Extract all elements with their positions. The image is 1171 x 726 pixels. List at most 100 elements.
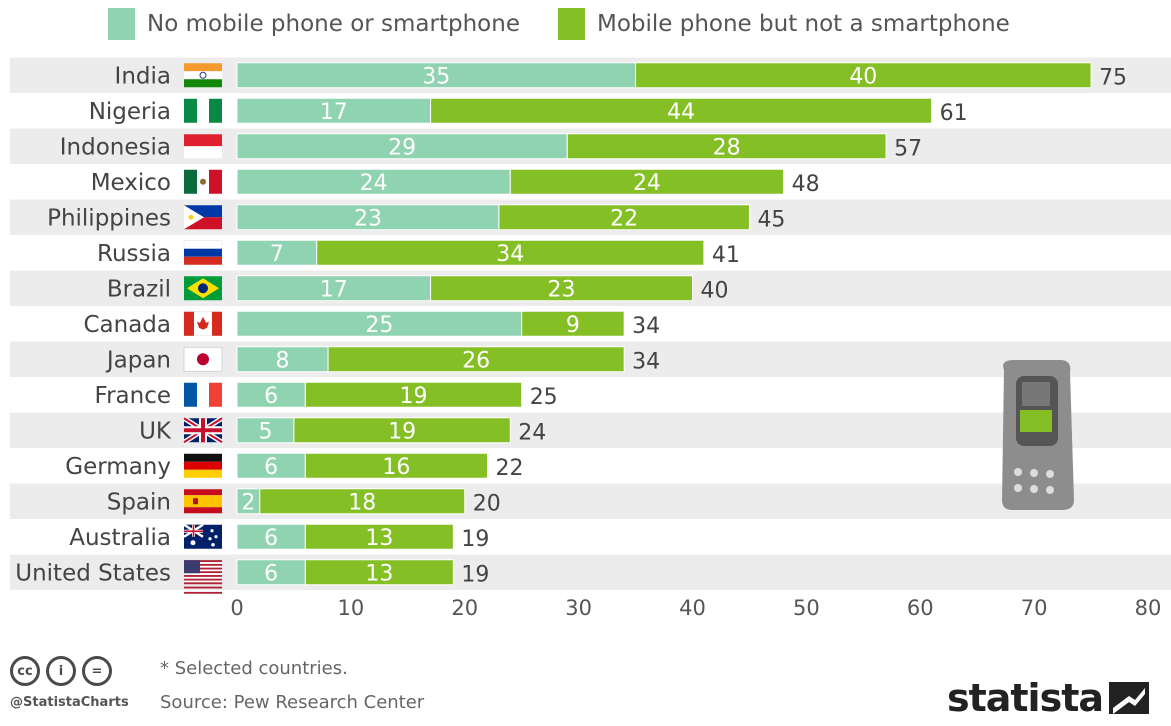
data-label-japan-s0: 8 — [276, 348, 290, 373]
bar-united-states-s0 — [236, 559, 306, 586]
total-label-philippines: 45 — [757, 207, 785, 232]
statista-logo: statista — [947, 676, 1149, 720]
total-label-japan: 34 — [632, 349, 660, 374]
data-label-indonesia-s0: 29 — [388, 135, 416, 160]
data-label-australia-s0: 6 — [264, 526, 278, 551]
bar-india-s1 — [635, 62, 1092, 89]
bar-germany-s1 — [304, 452, 489, 479]
x-tick-label: 30 — [565, 596, 592, 620]
x-tick-label: 10 — [338, 596, 365, 620]
data-label-australia-s1: 13 — [365, 526, 393, 551]
flag-india-icon — [184, 63, 222, 88]
bar-japan-s1 — [327, 346, 625, 373]
data-label-brazil-s0: 17 — [320, 277, 348, 302]
data-label-uk-s1: 19 — [388, 419, 416, 444]
attribution-icon: i — [46, 656, 76, 686]
brand-name: statista — [946, 676, 1104, 720]
bar-india-s0 — [236, 62, 637, 89]
data-label-uk-s0: 5 — [258, 419, 272, 444]
total-label-india: 75 — [1099, 65, 1127, 90]
bar-uk-s1 — [293, 417, 511, 444]
x-tick-label: 20 — [451, 596, 478, 620]
category-label-germany: Germany — [65, 454, 171, 480]
total-label-indonesia: 57 — [894, 136, 922, 161]
bars — [236, 62, 1092, 586]
bar-nigeria-s1 — [430, 97, 933, 124]
data-label-russia-s0: 7 — [270, 242, 284, 267]
phone-screen-bottom — [1020, 410, 1052, 432]
bar-russia-s0 — [236, 239, 318, 266]
bar-canada-s1 — [521, 310, 625, 337]
total-label-germany: 22 — [496, 456, 524, 481]
category-label-mexico: Mexico — [91, 170, 171, 196]
category-label-france: France — [95, 383, 171, 409]
flag-japan-icon — [183, 346, 223, 372]
data-label-germany-s0: 6 — [264, 455, 278, 480]
data-label-mexico-s0: 24 — [360, 171, 388, 196]
phone-keypad — [1014, 468, 1054, 494]
bar-germany-s0 — [236, 452, 306, 479]
bar-france-s0 — [236, 381, 306, 408]
flag-germany-icon — [184, 453, 222, 478]
data-label-brazil-s1: 23 — [548, 277, 576, 302]
data-label-united-states-s0: 6 — [264, 561, 278, 586]
data-label-philippines-s0: 23 — [354, 206, 382, 231]
bar-mexico-s0 — [236, 168, 511, 195]
category-label-indonesia: Indonesia — [60, 134, 171, 160]
data-label-india-s0: 35 — [422, 64, 450, 89]
data-label-nigeria-s1: 44 — [667, 100, 695, 125]
x-tick-label: 60 — [907, 596, 934, 620]
flag-spain-icon — [184, 489, 222, 514]
flags — [182, 63, 224, 594]
flag-indonesia-icon — [184, 134, 222, 159]
flag-philippines-icon — [184, 205, 222, 230]
bar-australia-s1 — [304, 523, 454, 550]
data-label-india-s1: 40 — [849, 64, 877, 89]
flag-united-states-icon — [184, 560, 222, 594]
bar-france-s1 — [304, 381, 523, 408]
data-label-indonesia-s1: 28 — [713, 135, 741, 160]
bar-mexico-s1 — [509, 168, 785, 195]
total-label-uk: 24 — [518, 420, 546, 445]
data-label-japan-s1: 26 — [462, 348, 490, 373]
x-axis: 0 10 20 30 40 50 60 70 80 — [230, 596, 1161, 620]
category-label-spain: Spain — [107, 489, 171, 515]
total-label-france: 25 — [530, 385, 558, 410]
source-text: Source: Pew Research Center — [160, 692, 425, 713]
bar-indonesia-s1 — [566, 133, 887, 160]
bar-canada-s0 — [236, 310, 523, 337]
legend-swatch-mobile-phone — [557, 8, 585, 40]
bar-spain-s1 — [259, 488, 466, 515]
bar-australia-s0 — [236, 523, 306, 550]
flag-russia-icon — [183, 240, 223, 265]
bar-brazil-s0 — [236, 275, 432, 302]
flag-canada-icon — [183, 311, 223, 336]
phone-screen-top — [1022, 382, 1050, 406]
category-label-canada: Canada — [83, 312, 171, 338]
category-label-philippines: Philippines — [47, 205, 171, 231]
total-label-australia: 19 — [461, 527, 489, 552]
bar-uk-s0 — [236, 417, 295, 444]
data-label-france-s0: 6 — [264, 384, 278, 409]
data-label-philippines-s1: 22 — [610, 206, 638, 231]
data-label-nigeria-s0: 17 — [320, 100, 348, 125]
cc-license-icons: cc i = — [10, 656, 118, 686]
flag-mexico-icon — [184, 169, 222, 194]
x-tick-label: 80 — [1135, 596, 1162, 620]
legend-label-mobile-phone: Mobile phone but not a smartphone — [596, 11, 1010, 37]
data-label-united-states-s1: 13 — [365, 561, 393, 586]
statista-mark-icon — [1109, 682, 1149, 714]
bar-indonesia-s0 — [236, 133, 568, 160]
legend-item-mobile-phone: Mobile phone but not a smartphone — [557, 8, 1010, 40]
legend-label-no-phone: No mobile phone or smartphone — [147, 11, 520, 37]
flag-brazil-icon — [184, 276, 222, 301]
total-label-canada: 34 — [632, 314, 660, 339]
flag-france-icon — [184, 382, 222, 407]
category-label-india: India — [115, 63, 171, 89]
flag-nigeria-icon — [184, 98, 222, 123]
x-tick-label: 50 — [793, 596, 820, 620]
bar-philippines-s1 — [498, 204, 750, 231]
category-label-brazil: Brazil — [107, 276, 171, 302]
total-label-russia: 41 — [712, 243, 740, 268]
footnote: * Selected countries. — [160, 658, 348, 679]
